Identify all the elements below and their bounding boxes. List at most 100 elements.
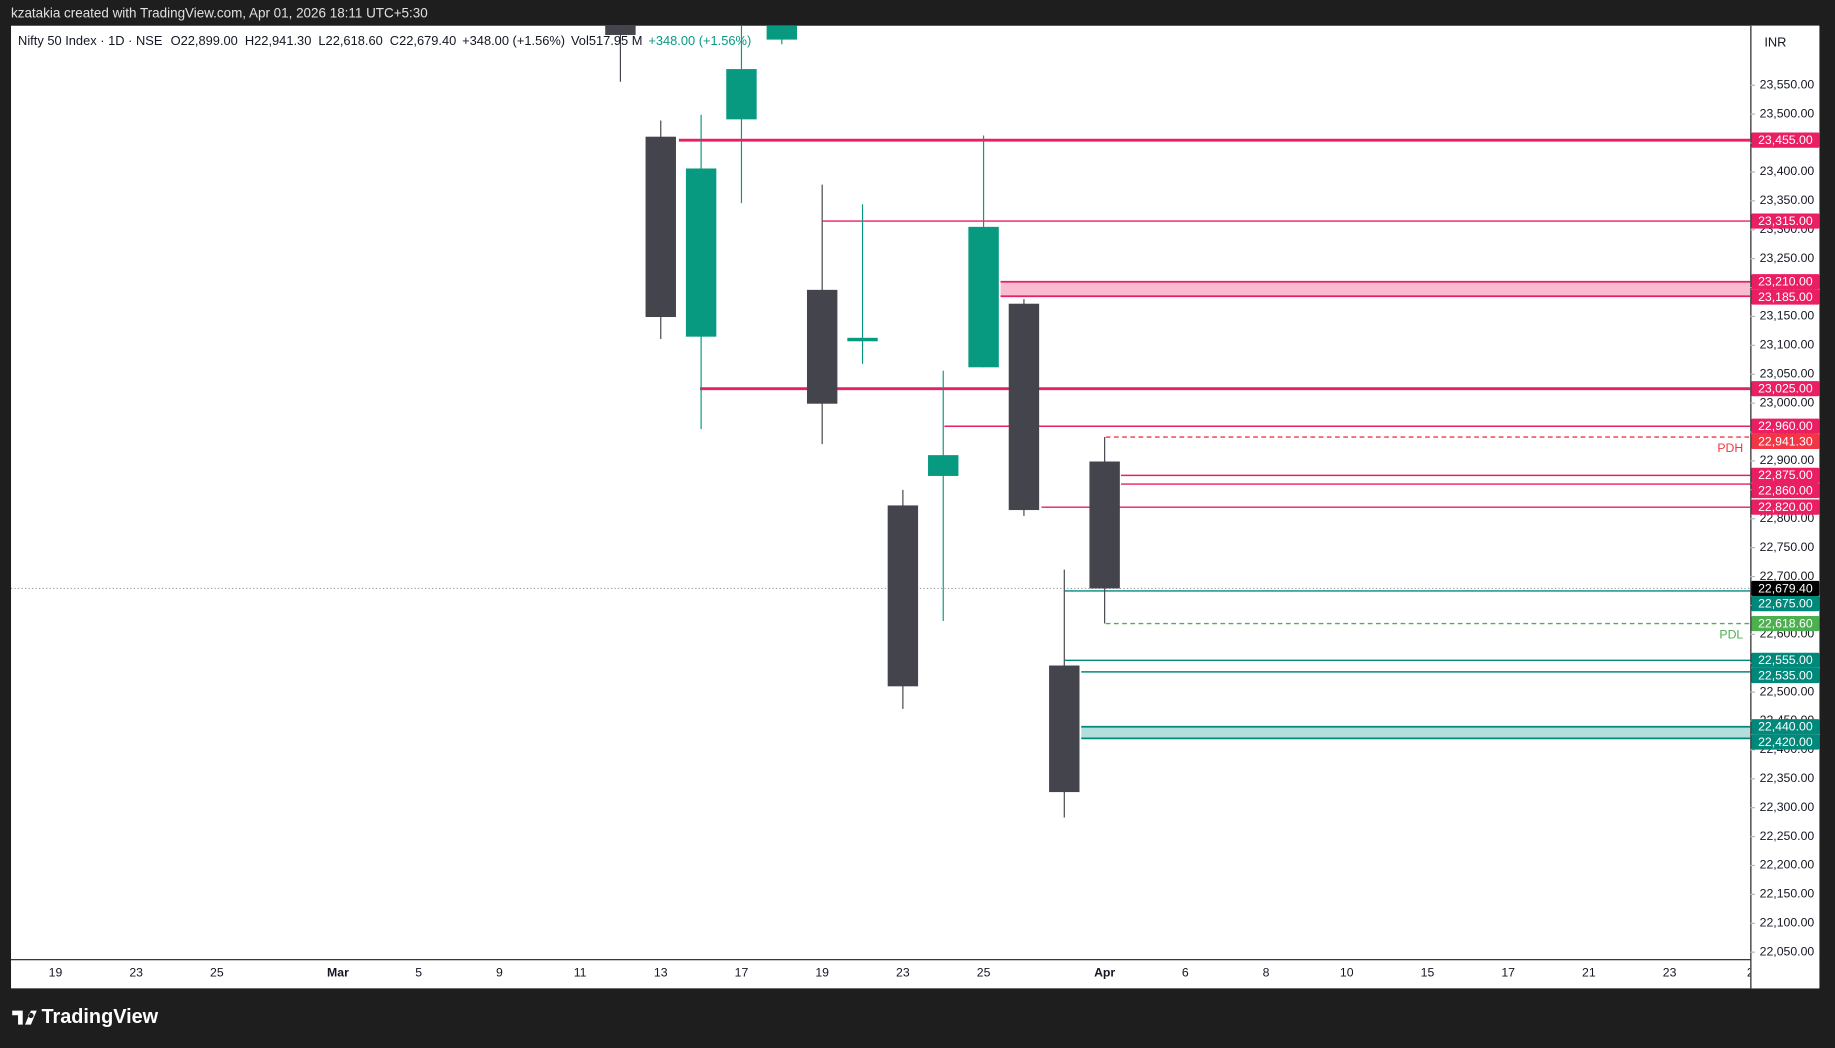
candle-body — [645, 136, 676, 318]
x-tick-label: 21 — [1582, 965, 1596, 979]
x-tick-label: 8 — [1263, 965, 1270, 979]
y-tick-label: 22,150.00 — [1760, 887, 1815, 901]
currency[interactable]: INR — [1764, 35, 1786, 50]
brand-logo: TradingView — [12, 1006, 159, 1028]
x-tick-label: 2 — [1747, 965, 1754, 979]
price-tag-bg — [1751, 596, 1820, 612]
price-tag-label: 23,315.00 — [1758, 214, 1813, 228]
price-tag-label: 22,618.60 — [1758, 616, 1813, 630]
level-name: PDL — [1719, 628, 1743, 642]
price-tag-bg — [1751, 667, 1820, 684]
x-tick-label: Mar — [327, 965, 349, 979]
price-tag-bg — [1751, 719, 1820, 735]
price-tag: 22,535.00 — [1751, 667, 1820, 684]
change: +348.00 (+1.56%) — [462, 33, 565, 48]
x-axis: 19 23 25 Mar 5 9 11 13 17 19 23 25 Apr 6 8 10 15 17 21 23 2 — [49, 965, 1754, 979]
price-tag-label: 22,875.00 — [1758, 468, 1813, 482]
y-tick-label: 23,250.00 — [1760, 251, 1815, 265]
price-tag-bg — [1751, 418, 1820, 434]
field-key: O — [171, 33, 181, 48]
field-key: L — [318, 33, 325, 48]
x-tick-label: 10 — [1340, 965, 1354, 979]
x-tick-label: 23 — [1663, 965, 1677, 979]
price-tag-label: 22,860.00 — [1758, 483, 1813, 497]
price-tag: 23,315.00 — [1751, 213, 1820, 229]
symbol: Nifty 50 Index · 1D · NSE — [18, 33, 163, 48]
volume: 517.95 M — [589, 33, 643, 48]
y-tick-label: 23,100.00 — [1760, 338, 1815, 352]
field-value: 22,618.60 — [326, 33, 383, 48]
price-tag: 22,440.00 — [1751, 719, 1820, 735]
price-tag: 22,820.00 — [1751, 499, 1820, 515]
x-tick-label: 13 — [654, 965, 668, 979]
price-tag-label: 22,679.40 — [1758, 581, 1813, 595]
logo-icon — [12, 1010, 37, 1025]
price-tag: 22,675.00 — [1751, 596, 1820, 612]
candle-body — [766, 25, 798, 40]
x-tick-label: 17 — [1501, 965, 1515, 979]
y-tick-label: 22,050.00 — [1760, 944, 1815, 958]
price-tag-bg — [1751, 482, 1820, 499]
price-tag-bg — [1751, 132, 1820, 148]
price-axis: 22,050.00 22,100.00 22,150.00 22,200.00 22,2… — [1750, 78, 1820, 958]
field-key: H — [245, 33, 254, 48]
x-tick-label: 19 — [49, 965, 63, 979]
price-tag-label: 23,210.00 — [1758, 275, 1813, 289]
price-tag: 23,025.00 — [1751, 381, 1820, 397]
price-tag: 22,420.00 — [1751, 734, 1820, 750]
y-tick-label: 22,700.00 — [1760, 569, 1815, 583]
x-tick-label: 5 — [415, 965, 422, 979]
price-tag: 22,555.00 — [1751, 652, 1820, 668]
candle-body — [605, 25, 636, 35]
price-tag-label: 22,941.30 — [1758, 434, 1813, 448]
level-name: PDH — [1717, 441, 1743, 455]
price-tag-label: 22,535.00 — [1758, 668, 1813, 682]
y-tick-label: 23,350.00 — [1760, 193, 1815, 207]
candle-body — [968, 226, 999, 368]
price-tag-label: 23,455.00 — [1758, 133, 1813, 147]
y-tick-label: 22,100.00 — [1760, 916, 1815, 930]
x-tick-label: 11 — [574, 965, 587, 979]
price-tag-bg — [1751, 615, 1820, 632]
price-tag-bg — [1751, 499, 1820, 515]
y-tick-label: 22,500.00 — [1760, 684, 1815, 698]
legend-header: Nifty 50 Index · 1D · NSE O22,899.00 H22,9… — [18, 33, 751, 48]
volume-key: Vol — [571, 33, 589, 48]
y-tick-label: 23,150.00 — [1760, 309, 1815, 323]
price-tag-bg — [1751, 381, 1820, 397]
x-tick-label: 6 — [1182, 965, 1189, 979]
price-tag-label: 22,440.00 — [1758, 720, 1813, 734]
y-tick-label: 22,300.00 — [1760, 800, 1815, 814]
price-tag-bg — [1751, 213, 1820, 229]
price-tag-label: 22,420.00 — [1758, 735, 1813, 749]
price-tag: 23,455.00 — [1751, 132, 1820, 148]
price-tag: 23,210.00 — [1751, 274, 1820, 290]
price-tag-label: 22,555.00 — [1758, 653, 1813, 667]
zone — [1081, 726, 1751, 739]
field-value: 22,941.30 — [254, 33, 311, 48]
price-tag: 22,679.40 — [1751, 580, 1820, 597]
zone — [1000, 281, 1751, 297]
y-tick-label: 22,250.00 — [1760, 829, 1815, 843]
price-tag-label: 22,960.00 — [1758, 419, 1813, 433]
y-tick-label: 22,200.00 — [1760, 858, 1815, 872]
candle-body — [1049, 665, 1080, 793]
x-tick-label: 15 — [1421, 965, 1435, 979]
price-tag-bg — [1751, 652, 1820, 668]
x-tick-label: 23 — [129, 965, 143, 979]
price-tag: 22,960.00 — [1751, 418, 1820, 434]
candle-body — [685, 168, 717, 337]
price-tag-bg — [1751, 734, 1820, 750]
x-tick-label: 17 — [735, 965, 749, 979]
price-tag: 22,860.00 — [1751, 482, 1820, 499]
candle-body — [887, 505, 919, 687]
price-tag-label: 23,025.00 — [1758, 382, 1813, 396]
price-tag-label: 23,185.00 — [1758, 290, 1813, 304]
candles — [605, 25, 1120, 818]
price-tag-label: 22,675.00 — [1758, 596, 1813, 610]
price-tag-bg — [1751, 274, 1820, 290]
x-tick-label: Apr — [1094, 965, 1115, 979]
